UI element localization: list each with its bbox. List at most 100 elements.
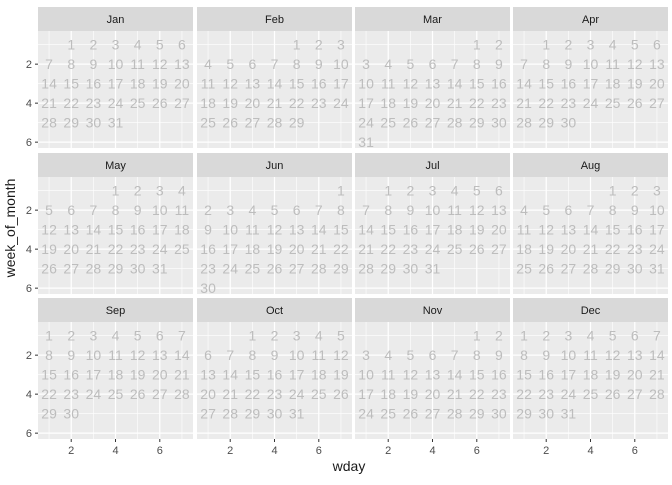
day-label: 16 (627, 222, 643, 238)
day-label: 12 (130, 347, 146, 363)
day-label: 23 (627, 241, 643, 257)
day-label: 23 (538, 386, 554, 402)
day-label: 16 (130, 222, 146, 238)
day-label: 26 (469, 241, 485, 257)
gridlines (197, 177, 352, 294)
day-label: 19 (222, 95, 238, 111)
day-label: 4 (134, 37, 142, 53)
day-label: 10 (649, 202, 665, 218)
day-label: 20 (627, 367, 643, 383)
day-label: 16 (491, 76, 507, 92)
day-label: 4 (112, 328, 120, 344)
day-label: 26 (152, 95, 168, 111)
day-label: 19 (469, 222, 485, 238)
day-label: 15 (516, 367, 532, 383)
day-label: 13 (491, 202, 507, 218)
day-label: 28 (267, 115, 283, 131)
day-label: 30 (538, 406, 554, 422)
day-label: 13 (425, 367, 441, 383)
day-label: 22 (63, 95, 79, 111)
day-label: 2 (495, 328, 503, 344)
x-tick-label: 6 (157, 445, 163, 457)
day-label: 23 (491, 95, 507, 111)
day-label: 12 (627, 56, 643, 72)
day-label: 24 (583, 95, 599, 111)
facet-strip-label: May (105, 160, 126, 172)
day-label: 14 (583, 222, 599, 238)
day-label: 5 (156, 37, 164, 53)
day-label: 6 (293, 202, 301, 218)
day-label: 13 (245, 76, 261, 92)
day-label: 3 (226, 202, 234, 218)
y-axis: 2 4 6 (26, 350, 38, 440)
day-label: 21 (86, 241, 102, 257)
day-label: 27 (289, 261, 305, 277)
day-label: 19 (605, 367, 621, 383)
day-label: 23 (403, 241, 419, 257)
day-label: 10 (425, 202, 441, 218)
x-tick-label: 2 (385, 445, 391, 457)
day-label: 17 (333, 76, 349, 92)
day-label: 22 (289, 95, 305, 111)
day-label: 8 (248, 347, 256, 363)
day-label: 23 (130, 241, 146, 257)
day-label: 5 (406, 56, 414, 72)
day-label: 3 (587, 37, 595, 53)
facet-strip-label: Feb (265, 14, 284, 26)
day-label: 12 (605, 347, 621, 363)
day-label: 11 (245, 222, 260, 238)
day-label: 21 (267, 95, 283, 111)
y-tick-label: 4 (26, 98, 32, 110)
day-label: 25 (380, 406, 396, 422)
day-label: 27 (425, 115, 441, 131)
day-label: 3 (564, 328, 572, 344)
day-label: 5 (271, 202, 279, 218)
day-label: 3 (112, 37, 120, 53)
day-label: 23 (311, 95, 327, 111)
day-label: 17 (108, 76, 124, 92)
day-label: 1 (520, 328, 528, 344)
day-label: 18 (311, 367, 327, 383)
day-label: 7 (315, 202, 323, 218)
day-label: 29 (469, 406, 485, 422)
x-tick-label: 4 (429, 445, 435, 457)
day-label: 8 (520, 347, 528, 363)
day-label: 29 (63, 115, 79, 131)
day-label: 18 (108, 367, 124, 383)
day-label: 1 (67, 37, 75, 53)
day-label: 12 (469, 202, 485, 218)
day-label: 22 (380, 241, 396, 257)
gridlines (197, 31, 352, 148)
facet-strip (197, 153, 352, 177)
day-label: 17 (358, 95, 374, 111)
day-label: 20 (289, 241, 305, 257)
day-label: 28 (516, 115, 532, 131)
gridlines (355, 177, 510, 294)
day-label: 11 (175, 202, 190, 218)
x-tick-label: 6 (474, 445, 480, 457)
facet-strip (355, 7, 510, 31)
day-label: 14 (86, 222, 102, 238)
day-label: 1 (45, 328, 53, 344)
day-label: 3 (429, 183, 437, 199)
day-label: 4 (609, 37, 617, 53)
day-label: 27 (561, 261, 577, 277)
day-label: 20 (63, 241, 79, 257)
y-axis-label: week_of_month (2, 179, 18, 279)
facet-strip (197, 7, 352, 31)
y-axis: 2 4 6 (26, 59, 38, 149)
day-label: 4 (178, 183, 186, 199)
day-label: 4 (384, 347, 392, 363)
facet-strip-label: Apr (582, 14, 599, 26)
facet-strip (38, 298, 193, 322)
day-label: 23 (491, 386, 507, 402)
y-tick-label: 2 (26, 59, 32, 71)
y-tick-label: 2 (26, 205, 32, 217)
day-label: 16 (63, 367, 79, 383)
day-label: 22 (108, 241, 124, 257)
day-label: 21 (222, 386, 238, 402)
